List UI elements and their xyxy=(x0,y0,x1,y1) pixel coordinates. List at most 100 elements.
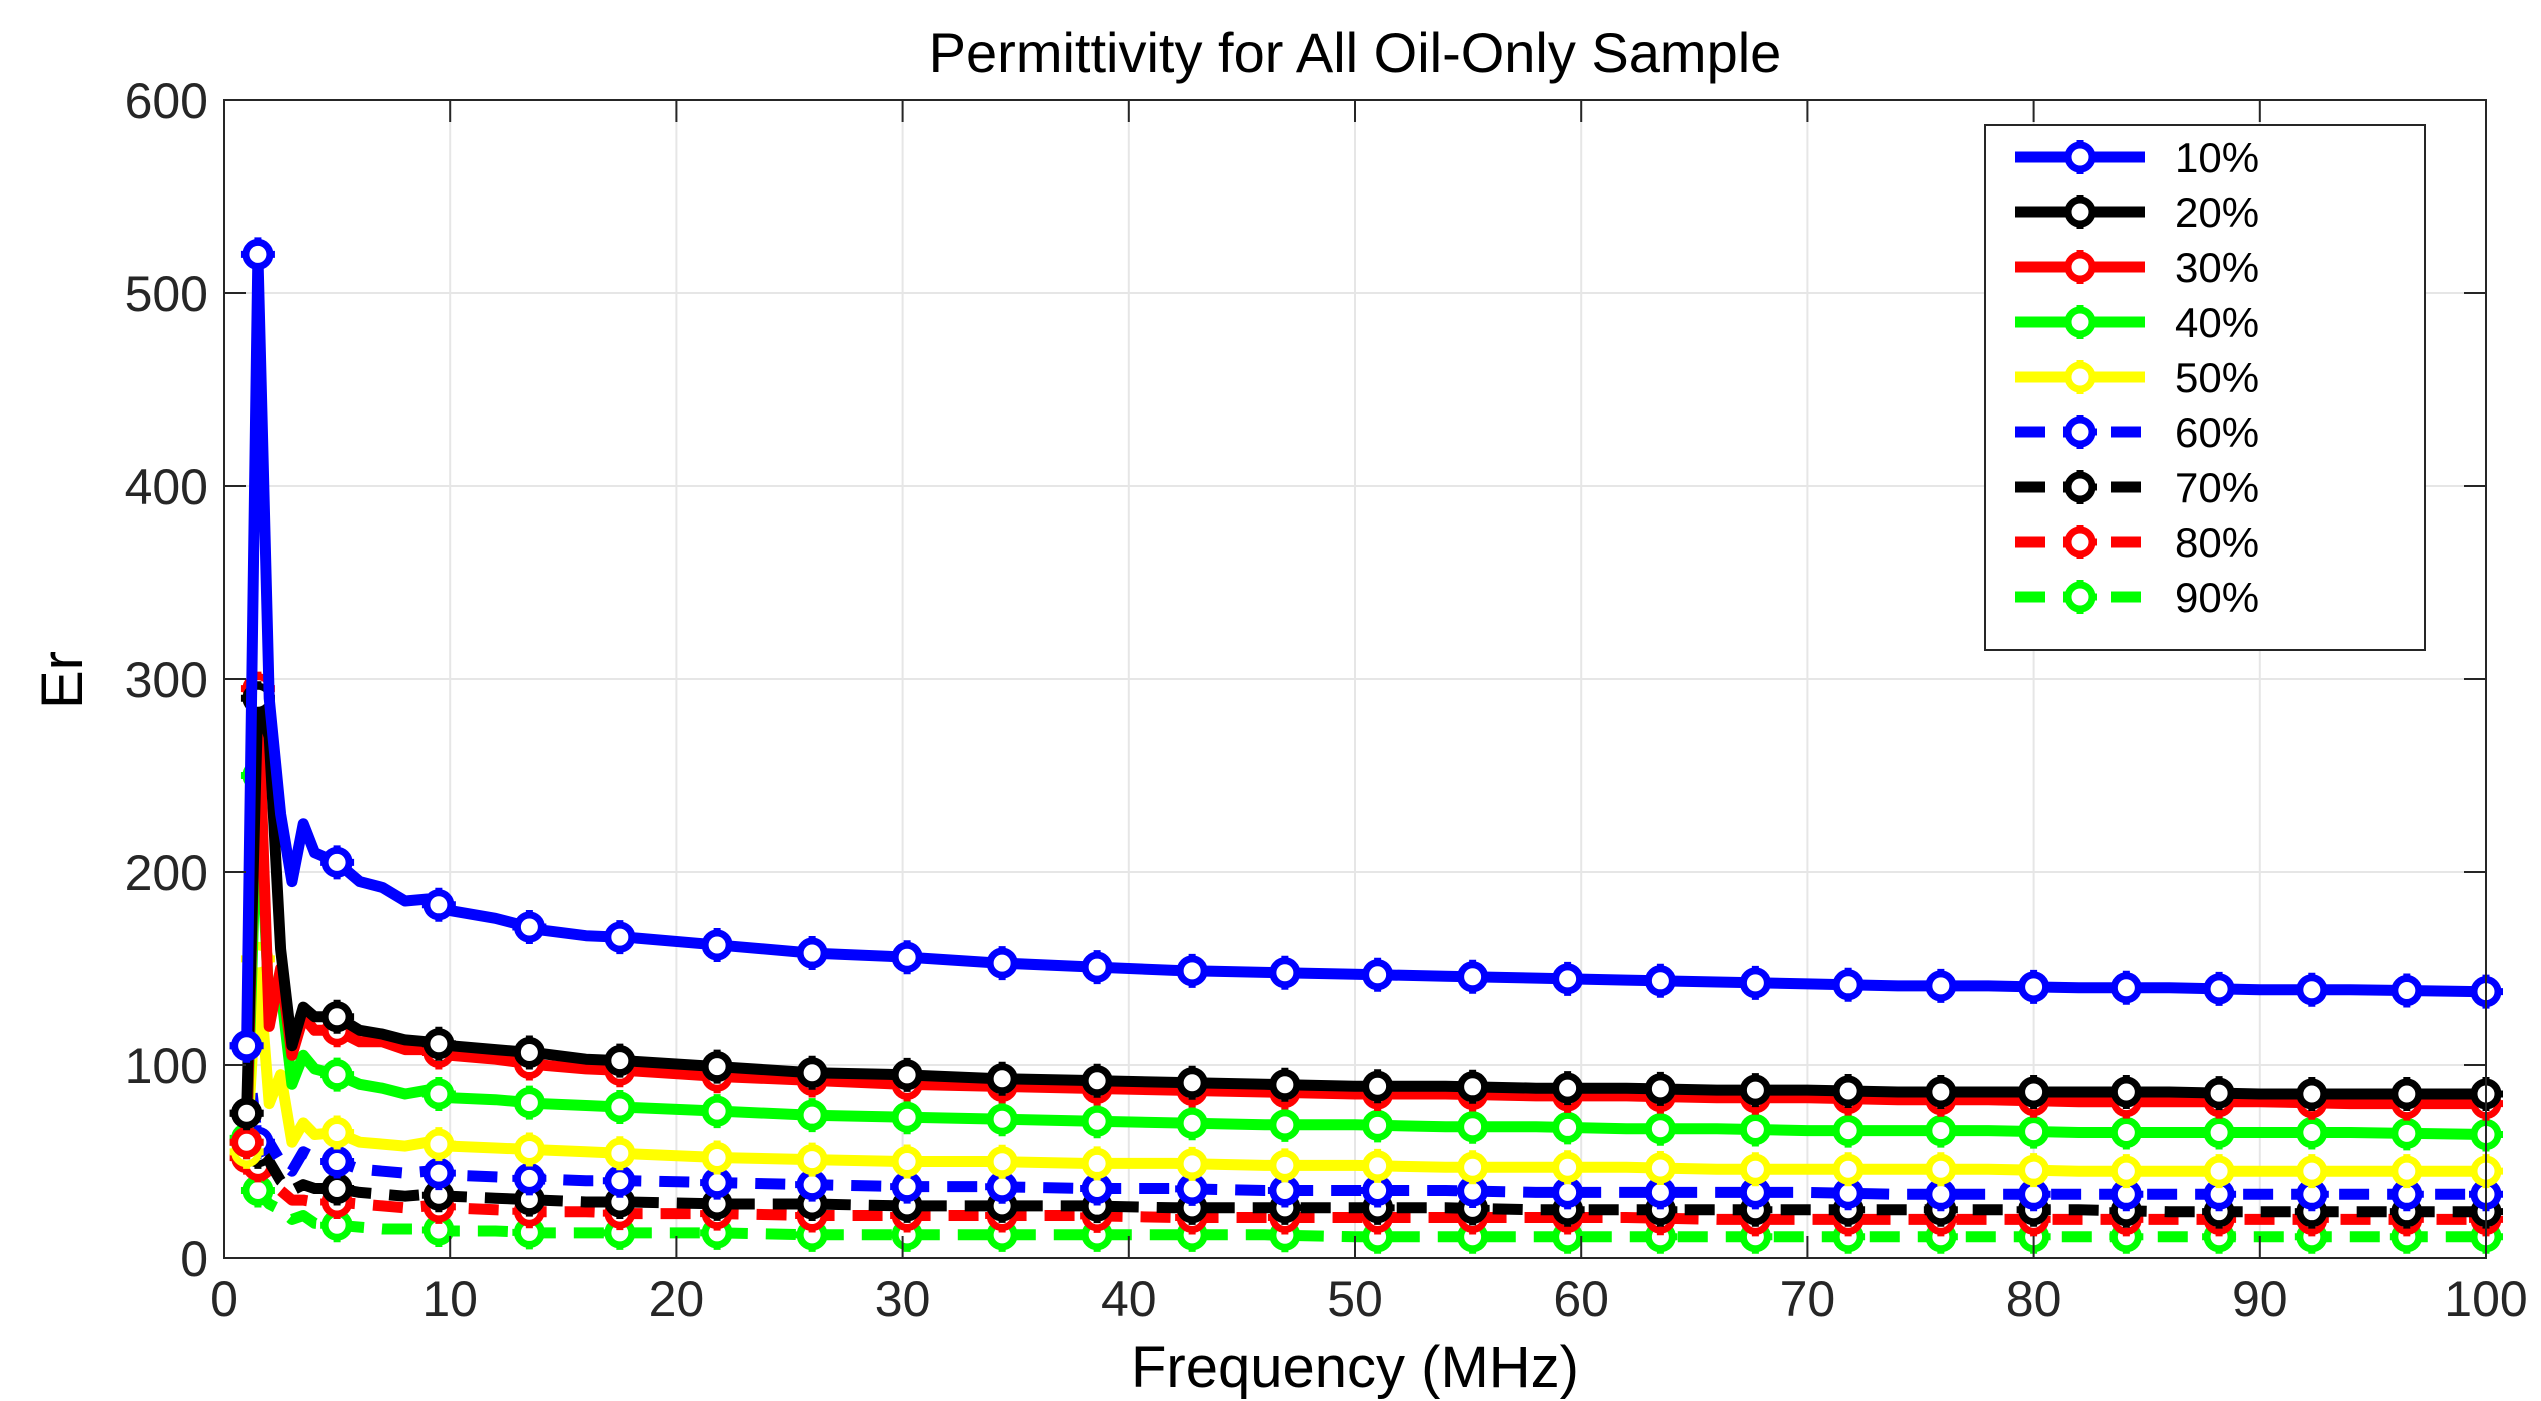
data-point xyxy=(1550,1150,1585,1185)
data-point xyxy=(512,1132,547,1167)
marker-circle xyxy=(1925,1153,1957,1185)
data-point xyxy=(2016,1075,2051,1110)
marker-circle xyxy=(1457,1151,1489,1183)
marker-circle xyxy=(2391,1078,2423,1110)
marker-circle xyxy=(1176,1107,1208,1139)
legend-label: 80% xyxy=(2175,519,2259,566)
marker-circle xyxy=(242,238,274,270)
marker-circle xyxy=(2064,471,2096,503)
marker-circle xyxy=(1552,1072,1584,1104)
marker-circle xyxy=(2203,973,2235,1005)
y-tick-label: 0 xyxy=(180,1231,208,1287)
data-point xyxy=(985,1102,1020,1137)
marker-circle xyxy=(2296,974,2328,1006)
data-point xyxy=(1643,963,1678,998)
data-point xyxy=(229,1096,264,1131)
marker-circle xyxy=(891,1059,923,1091)
data-point xyxy=(795,1098,830,1133)
data-point xyxy=(320,1115,355,1150)
marker-circle xyxy=(1552,1151,1584,1183)
data-point xyxy=(2016,969,2051,1004)
data-point xyxy=(421,1026,456,1061)
data-point xyxy=(240,1173,275,1208)
data-point xyxy=(320,1057,355,1092)
data-point xyxy=(1738,965,1773,1000)
y-tick-label: 200 xyxy=(125,845,208,901)
data-point xyxy=(512,1035,547,1070)
marker-circle xyxy=(1644,1073,1676,1105)
data-point xyxy=(320,845,355,880)
data-point xyxy=(890,1144,925,1179)
y-tick-label: 500 xyxy=(125,266,208,322)
data-point xyxy=(985,1144,1020,1179)
data-point xyxy=(602,1089,637,1124)
data-point xyxy=(602,1136,637,1171)
data-point xyxy=(1175,953,1210,988)
marker-circle xyxy=(513,1133,545,1165)
marker-circle xyxy=(2064,306,2096,338)
marker-circle xyxy=(1176,955,1208,987)
y-tick-label: 600 xyxy=(125,73,208,129)
series-10pct xyxy=(229,237,2503,1063)
legend-label: 30% xyxy=(2175,244,2259,291)
legend-entry: 30% xyxy=(2015,244,2259,291)
marker-circle xyxy=(1269,1069,1301,1101)
legend-marker xyxy=(2063,140,2097,174)
legend-label: 40% xyxy=(2175,299,2259,346)
data-point xyxy=(700,1094,735,1129)
marker-circle xyxy=(1081,1065,1113,1097)
marker-circle xyxy=(2018,1154,2050,1186)
data-point xyxy=(795,1055,830,1090)
data-point xyxy=(240,237,275,272)
marker-circle xyxy=(1176,1148,1208,1180)
data-point xyxy=(795,1142,830,1177)
marker-circle xyxy=(513,911,545,943)
data-point xyxy=(700,1140,735,1175)
marker-circle xyxy=(2110,1076,2142,1108)
marker-circle xyxy=(986,1146,1018,1178)
data-point xyxy=(1080,950,1115,985)
data-point xyxy=(1267,1067,1302,1102)
data-point xyxy=(602,920,637,955)
marker-circle xyxy=(423,1078,455,1110)
marker-circle xyxy=(423,1128,455,1160)
data-point xyxy=(1923,1113,1958,1148)
data-point xyxy=(1360,957,1395,992)
marker-circle xyxy=(1362,1109,1394,1141)
data-point xyxy=(1831,1113,1866,1148)
marker-circle xyxy=(321,1117,353,1149)
data-point xyxy=(2389,1116,2424,1151)
data-point xyxy=(320,1171,355,1206)
legend-marker xyxy=(2063,470,2097,504)
marker-circle xyxy=(1457,1071,1489,1103)
data-point xyxy=(1080,1146,1115,1181)
data-point xyxy=(1643,1151,1678,1186)
legend-marker xyxy=(2063,525,2097,559)
data-point xyxy=(320,999,355,1034)
marker-circle xyxy=(2203,1155,2235,1187)
data-point xyxy=(1455,1174,1490,1209)
x-tick-label: 80 xyxy=(2006,1271,2062,1327)
data-point xyxy=(1175,1146,1210,1181)
marker-circle xyxy=(604,1165,636,1197)
data-point xyxy=(2389,973,2424,1008)
marker-circle xyxy=(701,1051,733,1083)
marker-circle xyxy=(1552,963,1584,995)
chart-title: Permittivity for All Oil-Only Sample xyxy=(929,21,1782,84)
marker-circle xyxy=(2064,141,2096,173)
legend-label: 90% xyxy=(2175,574,2259,621)
data-point xyxy=(512,910,547,945)
legend: 10% 20% 30% 40% 50% 60% 70% 80% 90% xyxy=(1984,124,2426,651)
data-point xyxy=(2109,1075,2144,1110)
marker-circle xyxy=(2064,416,2096,448)
data-point xyxy=(2389,1154,2424,1189)
legend-entry: 20% xyxy=(2015,189,2259,236)
data-point xyxy=(602,1043,637,1078)
series-40pct xyxy=(229,758,2503,1160)
legend-entry: 50% xyxy=(2015,354,2259,401)
marker-circle xyxy=(891,1146,923,1177)
data-point xyxy=(1550,1110,1585,1145)
y-tick-label: 100 xyxy=(125,1038,208,1094)
data-point xyxy=(1455,959,1490,994)
marker-circle xyxy=(1644,1113,1676,1145)
